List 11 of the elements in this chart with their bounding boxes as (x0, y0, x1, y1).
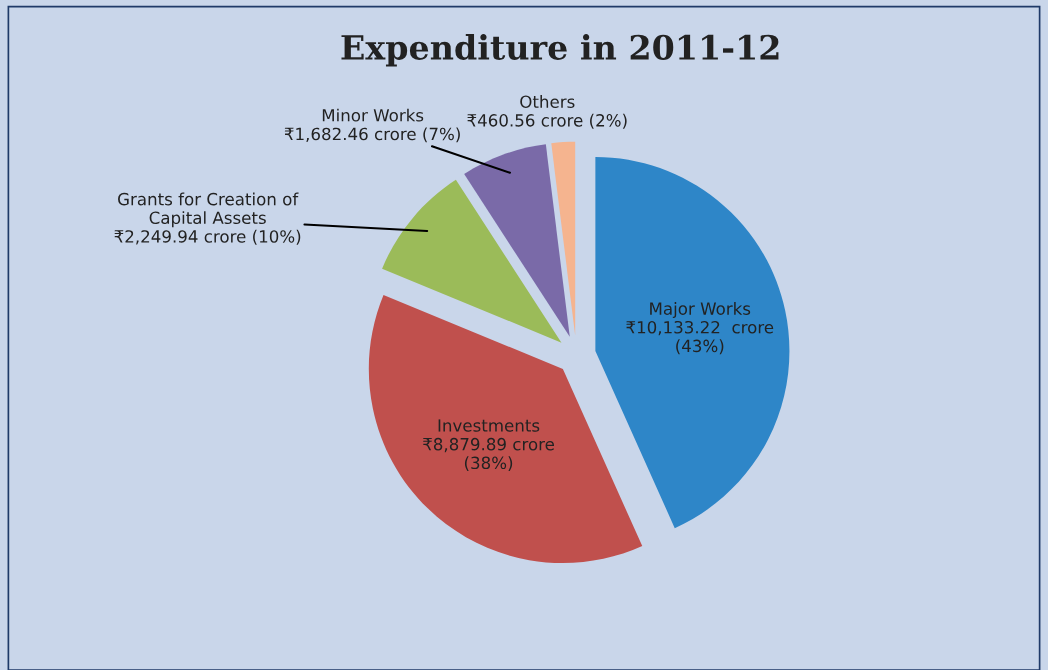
slice-label: Major Works (650, 301, 751, 319)
slice-label: Minor Works (322, 108, 424, 122)
slice-label: Investments (438, 419, 540, 432)
slice-label: Others (520, 95, 575, 109)
data-label: ₹2,249.94 crore (10%) (114, 229, 301, 245)
chart-title: Expenditure in 2011-12 (341, 34, 779, 67)
data-label: ₹1,682.46 crore (7%) (284, 127, 460, 143)
data-label: ₹8,879.89 crore (38%) (423, 437, 554, 472)
data-label: ₹460.56 crore (2%) (467, 113, 627, 129)
data-label: ₹10,133.22 crore (43%) (626, 320, 774, 355)
slice-label: Grants for Creation of Capital Assets (118, 192, 299, 228)
